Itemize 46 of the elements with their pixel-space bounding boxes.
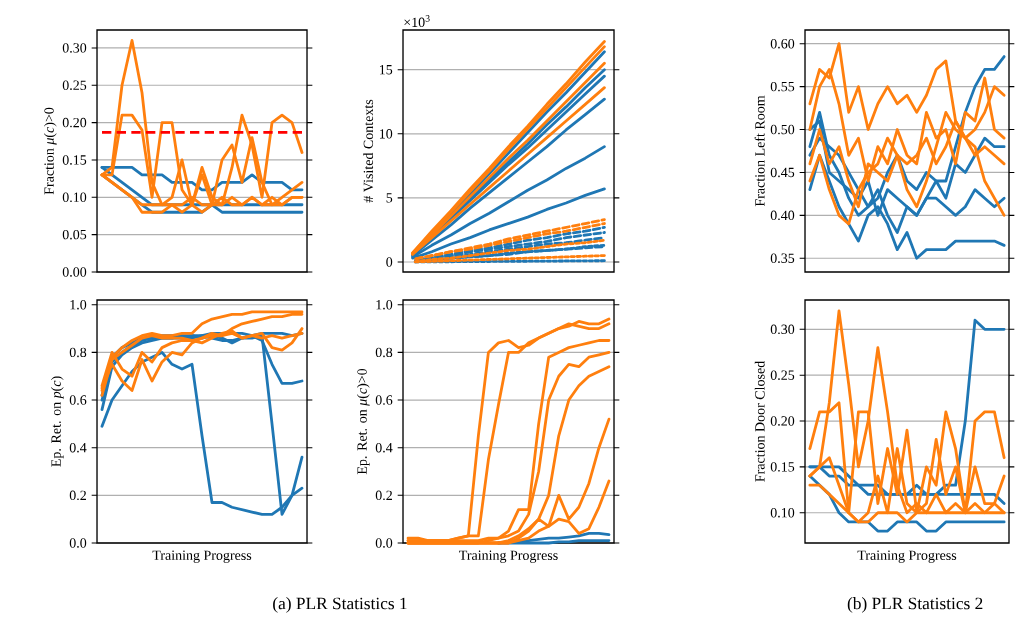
y-tick-label: 0.35 <box>770 253 795 263</box>
y-tick-label: 0.6 <box>375 395 393 405</box>
text: ×10$^{3}$ <box>404 15 430 28</box>
y-tick-label: 0.50 <box>770 124 795 135</box>
y-tick-label: 0.20 <box>62 117 87 128</box>
y-tick-label: 0.2 <box>69 490 86 501</box>
y-tick-label: 0.25 <box>770 370 795 380</box>
x-axis-title: Training Progress <box>459 550 558 563</box>
y-axis-title: Fraction Door Closed <box>754 361 765 482</box>
y-tick-label: 0.05 <box>62 229 87 240</box>
y-tick-label: 0.8 <box>69 347 87 358</box>
y-tick-label: 0.15 <box>770 462 795 472</box>
y-tick-label: 0.15 <box>62 155 87 165</box>
y-tick-label: 0.4 <box>69 442 87 453</box>
x-axis-title: Training Progress <box>152 550 252 563</box>
y-tick-label: 0.20 <box>770 416 795 426</box>
y-tick-label: 0.8 <box>375 347 393 358</box>
y-axis-title: # Visited Contexts <box>363 99 374 203</box>
y-tick-label: 0.2 <box>375 490 392 501</box>
y-tick-label: 10 <box>379 129 393 139</box>
y-tick-label: 0.00 <box>62 267 87 277</box>
y-tick-label: 0.0 <box>375 538 393 548</box>
y-tick-label: 0.10 <box>62 192 87 203</box>
y-tick-label: 0.4 <box>375 442 393 453</box>
y-tick-label: 0 <box>386 257 393 267</box>
y-tick-label: 5 <box>386 193 393 203</box>
y-tick-label: 0.10 <box>770 507 795 518</box>
y-tick-label: 1.0 <box>376 300 393 310</box>
text: (b) PLR Statistics 2 <box>847 597 983 613</box>
y-tick-label: 0.40 <box>770 210 795 221</box>
y-axis-title: Ep. Ret. on p(c) <box>50 376 64 467</box>
y-tick-label: 0.30 <box>770 324 795 335</box>
y-tick-label: 0.60 <box>770 38 795 49</box>
y-tick-label: 0.30 <box>62 43 87 53</box>
x-axis-title: Training Progress <box>857 550 957 563</box>
y-tick-label: 0.45 <box>770 167 795 178</box>
y-tick-label: 15 <box>379 65 393 75</box>
y-tick-label: 1.0 <box>70 300 87 310</box>
y-tick-label: 0.25 <box>62 80 87 91</box>
y-axis-title: Fraction μ(c)>0 <box>43 107 57 195</box>
y-tick-label: 0.55 <box>770 81 795 92</box>
y-axis-title: Ep. Ret. on μ(c)>0 <box>356 368 370 475</box>
y-tick-label: 0.0 <box>69 538 87 548</box>
y-tick-label: 0.6 <box>69 395 87 405</box>
text: (a) PLR Statistics 1 <box>273 597 407 613</box>
y-axis-title: Fraction Left Room <box>754 95 765 207</box>
